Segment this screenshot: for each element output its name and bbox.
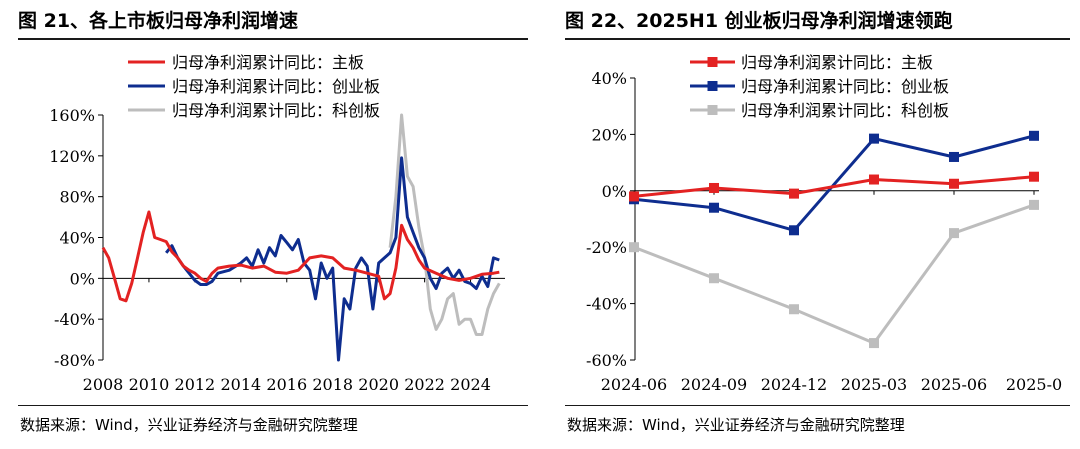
- source-rule: [565, 405, 1070, 406]
- figure-22-source: 数据来源：Wind，兴业证券经济与金融研究院整理: [567, 416, 905, 434]
- series-marker: [1029, 130, 1039, 141]
- x-tick-label: 2020: [358, 375, 399, 394]
- series-line: [633, 203, 1035, 345]
- x-tick-label: 2024-12: [761, 375, 827, 394]
- y-tick-label: 20%: [591, 125, 627, 144]
- series-marker: [709, 202, 719, 213]
- title-rule: [565, 38, 1070, 40]
- legend-label: 归母净利润累计同比：科创板: [741, 101, 949, 120]
- x-tick-label: 2024-06: [601, 375, 667, 394]
- series-line: [633, 134, 1035, 232]
- x-tick-label: 2010: [129, 375, 170, 394]
- series-line: [633, 175, 1035, 198]
- y-tick-label: -80%: [54, 351, 95, 370]
- legend-label: 归母净利润累计同比：创业板: [172, 77, 380, 96]
- x-tick-label: 2012: [175, 375, 216, 394]
- x-tick-label: 2014: [220, 375, 261, 394]
- legend-marker: [707, 105, 718, 115]
- x-tick-label: 2008: [83, 375, 124, 394]
- series-marker: [949, 228, 959, 239]
- legend-label: 归母净利润累计同比：主板: [172, 53, 364, 72]
- series-marker: [629, 191, 639, 202]
- x-tick-label: 2022: [404, 375, 445, 394]
- x-tick-label: 2024: [450, 375, 491, 394]
- figure-22-panel: 图 22、2025H1 创业板归母净利润增速领跑 -60% -40% -20% 0% 2…: [557, 0, 1080, 449]
- figure-21-source: 数据来源：Wind，兴业证券经济与金融研究院整理: [20, 416, 358, 434]
- x-tick-label: 2025-03: [841, 375, 907, 394]
- series-marker: [869, 174, 879, 185]
- series-marker: [789, 304, 799, 315]
- y-tick-label: -40%: [586, 295, 627, 314]
- y-tick-label: -60%: [586, 351, 627, 370]
- figure-21-panel: 图 21、各上市板归母净利润增速 -80% -40% 0% 40% 80% 120% 160…: [0, 0, 530, 449]
- y-tick-label: 40%: [591, 69, 627, 88]
- y-tick-label: 0%: [602, 182, 627, 201]
- series-marker: [869, 133, 879, 144]
- x-tick-label: 2016: [266, 375, 307, 394]
- series-line: [388, 113, 501, 336]
- source-rule: [18, 405, 528, 406]
- figure-21-chart: -80% -40% 0% 40% 80% 120% 160% 2008 2010 2012 2014…: [49, 53, 505, 394]
- figure-21-title: 图 21、各上市板归母净利润增速: [18, 10, 299, 32]
- x-tick-label: 2024-09: [681, 375, 747, 394]
- x-tick-label: 2025-06: [921, 375, 987, 394]
- series-marker: [869, 338, 879, 349]
- series-marker: [709, 182, 719, 193]
- legend-label: 归母净利润累计同比：科创板: [172, 101, 380, 120]
- y-tick-label: 160%: [49, 106, 95, 125]
- series-line: [165, 156, 500, 362]
- y-tick-label: 0%: [70, 269, 95, 288]
- y-tick-label: 80%: [59, 188, 95, 207]
- legend-label: 归母净利润累计同比：创业板: [741, 77, 949, 96]
- y-tick-label: 120%: [49, 147, 95, 166]
- series-marker: [629, 242, 639, 253]
- series-marker: [949, 151, 959, 162]
- series-marker: [789, 225, 799, 236]
- series-line: [101, 210, 500, 303]
- figure-22-chart: -60% -40% -20% 0% 20% 40% 2024-06 2024-09 2024-1…: [586, 53, 1062, 394]
- y-tick-label: -20%: [586, 238, 627, 257]
- x-tick-label: 2025-0: [1006, 375, 1062, 394]
- legend-marker: [707, 57, 718, 67]
- series-marker: [709, 273, 719, 284]
- legend-marker: [707, 81, 718, 91]
- series-marker: [1029, 171, 1039, 182]
- legend-label: 归母净利润累计同比：主板: [741, 53, 933, 72]
- title-rule: [18, 38, 528, 40]
- y-tick-label: 40%: [59, 229, 95, 248]
- series-marker: [949, 178, 959, 189]
- x-tick-label: 2018: [312, 375, 353, 394]
- series-marker: [1029, 199, 1039, 210]
- y-tick-label: -40%: [54, 310, 95, 329]
- figure-22-title: 图 22、2025H1 创业板归母净利润增速领跑: [565, 10, 953, 32]
- series-marker: [789, 188, 799, 199]
